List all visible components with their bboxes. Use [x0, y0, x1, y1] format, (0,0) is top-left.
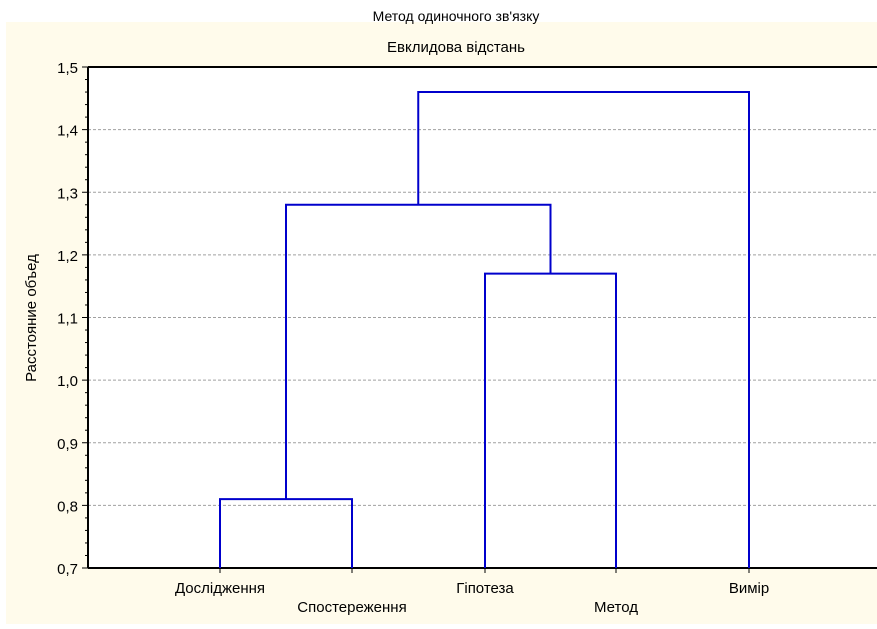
leaf-label: Вимір: [729, 580, 769, 597]
leaf-label: Гіпотеза: [456, 580, 514, 597]
chart-title: Метод одиночного зв'язку: [373, 8, 540, 24]
y-tick-label: 0,9: [57, 436, 78, 453]
dendrogram-link-2: [484, 272, 617, 568]
y-tick-label: 1,1: [57, 311, 78, 328]
grid-lines-overlay: [88, 129, 877, 506]
y-tick-label: 0,8: [57, 498, 78, 515]
y-tick-label: 1,4: [57, 123, 78, 140]
y-ticks: 0,7 0,8 0,9 1,0 1,1 1,2 1,3 1,4 1,5: [57, 60, 88, 578]
y-tick-label: 1,3: [57, 185, 78, 202]
leaf-label: Спостереження: [297, 599, 406, 616]
dendrogram-link-4: [417, 91, 750, 568]
dendrogram-links: [219, 91, 750, 568]
y-tick-label: 0,7: [57, 561, 78, 578]
y-axis-label: Расстояние объед: [23, 254, 40, 382]
y-tick-label: 1,2: [57, 248, 78, 265]
leaf-label: Дослідження: [175, 580, 265, 597]
leaf-label: Метод: [594, 599, 638, 616]
y-tick-label: 1,5: [57, 60, 78, 77]
y-tick-label: 1,0: [57, 373, 78, 390]
chart-subtitle: Евклидова відстань: [387, 39, 525, 56]
leaf-labels: Дослідження Спостереження Гіпотеза Метод Вим…: [175, 568, 769, 616]
